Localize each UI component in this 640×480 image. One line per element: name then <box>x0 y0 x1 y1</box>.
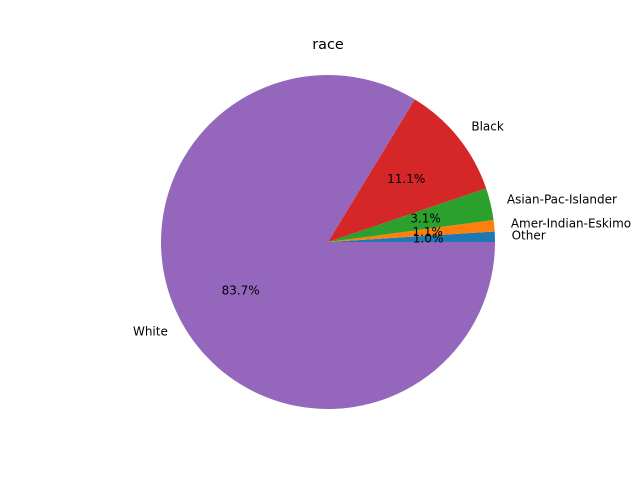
pie-slice-black <box>328 99 487 243</box>
pie-slice-amer-indian-eskimo <box>328 220 495 242</box>
slice-labels: Other 1.0% Amer-Indian-Eskimo 1.1% Asian-Pac… <box>133 120 631 339</box>
slice-percent-amer-indian-eskimo: 1.1% <box>412 225 443 239</box>
pie-slices <box>161 75 496 410</box>
slice-label-asian-pac-islander: Asian-Pac-Islander <box>507 193 617 207</box>
slice-label-black: Black <box>471 120 504 134</box>
slice-percent-other: 1.0% <box>413 231 444 245</box>
slice-percent-black: 11.1% <box>387 172 425 186</box>
slice-percent-asian-pac-islander: 3.1% <box>410 212 441 226</box>
slice-percent-white: 83.7% <box>222 284 260 298</box>
chart-title: race <box>312 37 344 53</box>
slice-label-amer-indian-eskimo: Amer-Indian-Eskimo <box>511 217 631 231</box>
slice-label-white: White <box>133 325 168 339</box>
pie-slice-asian-pac-islander <box>328 188 494 242</box>
slice-label-other: Other <box>512 229 546 243</box>
pie-slice-other <box>328 231 496 242</box>
pie-slice-white <box>161 75 495 410</box>
